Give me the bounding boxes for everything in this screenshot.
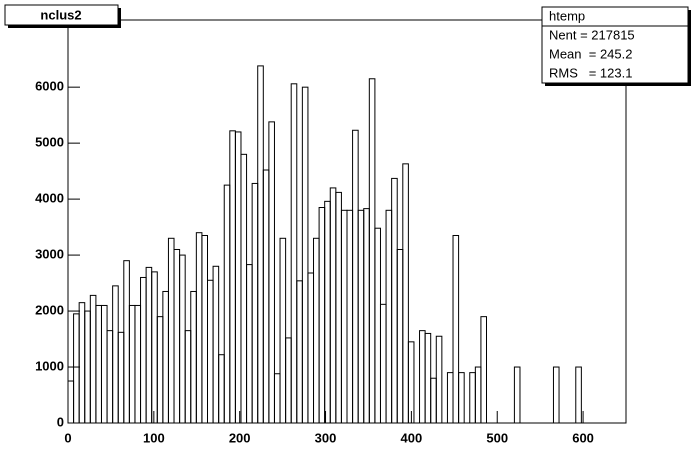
x-tick-label: 300	[315, 430, 337, 445]
bar	[268, 121, 275, 424]
bar	[575, 366, 582, 424]
bar	[290, 83, 298, 424]
bar	[435, 335, 443, 424]
x-tick-label: 100	[143, 430, 165, 445]
y-tick-label: 1000	[35, 358, 64, 373]
y-tick-label: 0	[57, 414, 64, 429]
stats-entries: Nent = 217815	[549, 27, 635, 42]
bar	[452, 234, 460, 424]
x-tick-label: 600	[572, 430, 594, 445]
bar	[301, 86, 309, 424]
x-tick-label: 400	[401, 430, 423, 445]
bar	[552, 366, 560, 424]
y-tick-label: 6000	[35, 79, 64, 94]
y-tick-label: 3000	[35, 247, 64, 262]
bar	[279, 237, 287, 424]
bar	[458, 372, 465, 424]
title-box	[4, 4, 119, 26]
y-tick-label: 5000	[35, 135, 64, 150]
bar	[513, 366, 521, 424]
bar	[212, 265, 220, 424]
bar	[480, 316, 488, 424]
bar	[402, 163, 409, 424]
x-tick-label: 500	[486, 430, 508, 445]
x-tick-label: 200	[229, 430, 251, 445]
y-tick-label: 2000	[35, 302, 64, 317]
chart-title: nclus2	[40, 7, 81, 22]
y-tick-label: 4000	[35, 191, 64, 206]
x-tick-label: 0	[64, 430, 71, 445]
bar	[407, 341, 415, 424]
stats-mean: Mean = 245.2	[549, 46, 632, 61]
stats-name: htemp	[549, 8, 585, 23]
stats-box	[541, 6, 689, 84]
stats-rms: RMS = 123.1	[549, 65, 632, 80]
